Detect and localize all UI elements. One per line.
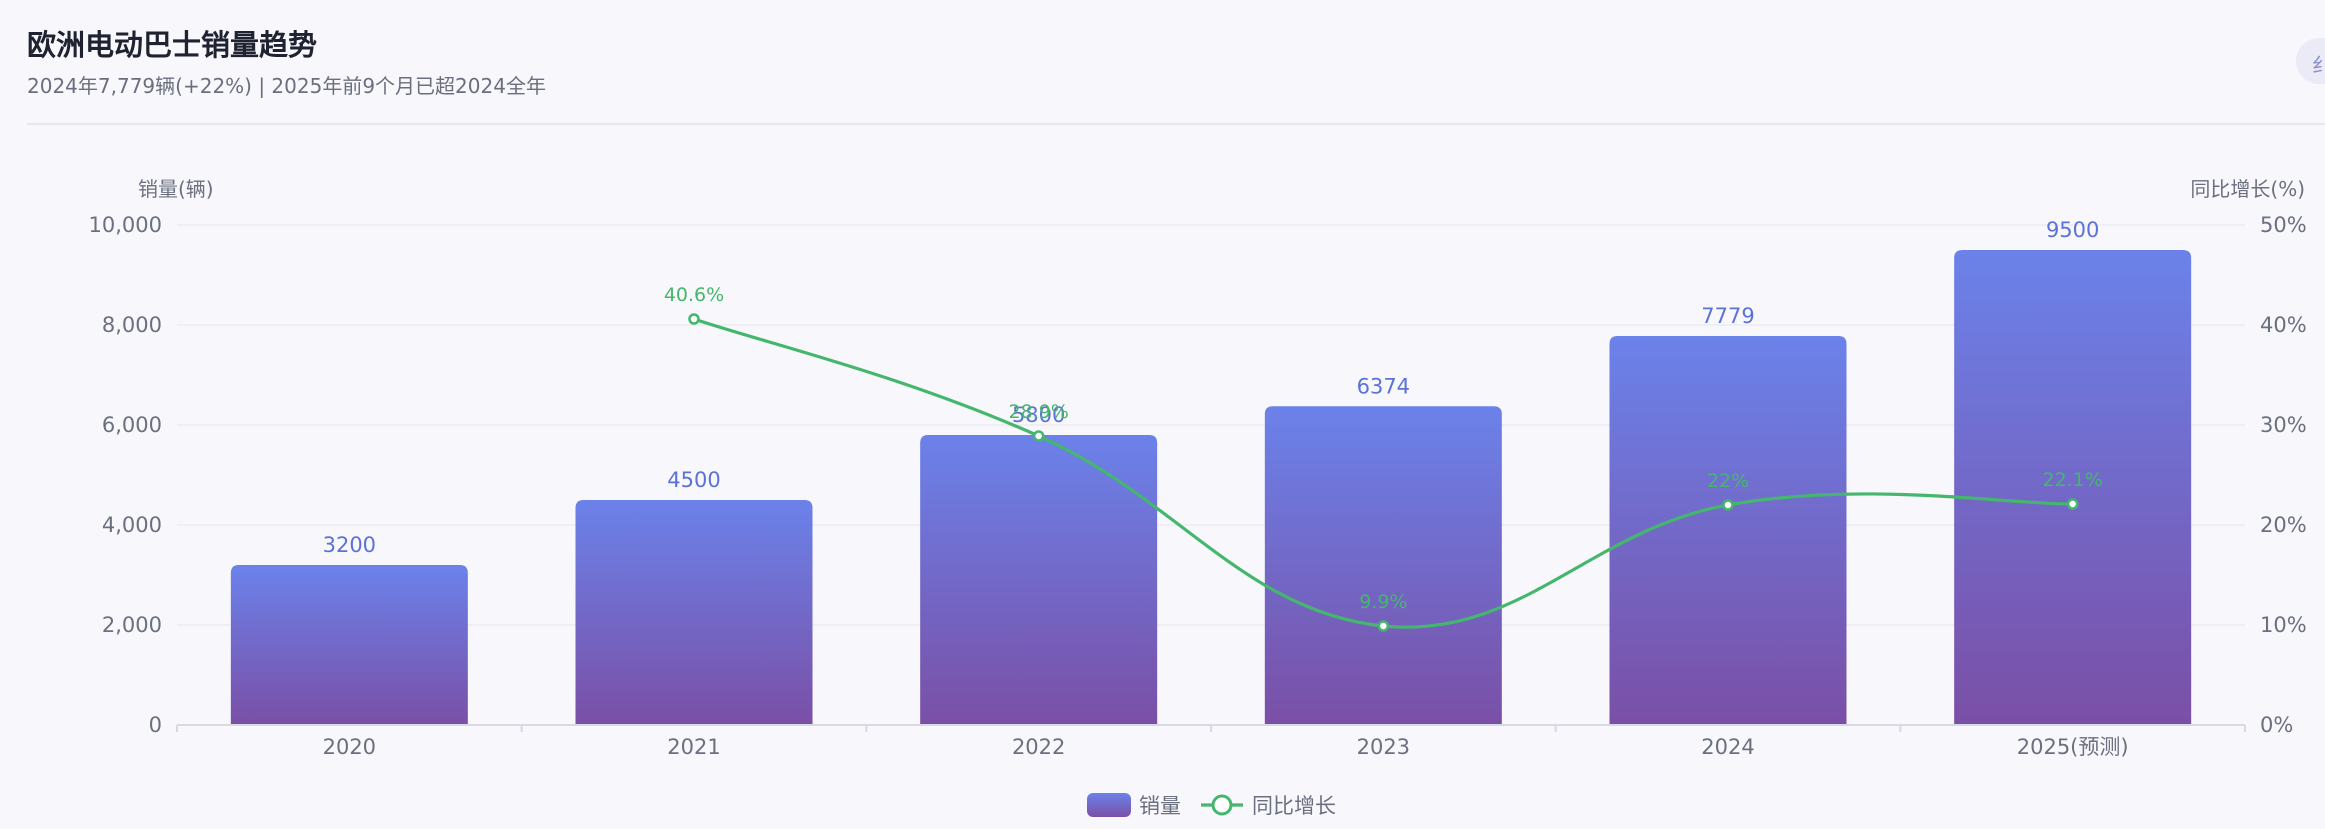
x-tick-label: 2022 [1012, 735, 1065, 759]
y-left-tick-label: 0 [149, 713, 162, 737]
y-left-tick-label: 8,000 [102, 313, 162, 337]
y-left-tick-label: 2,000 [102, 613, 162, 637]
y-right-tick-label: 20% [2260, 513, 2307, 537]
y-left-axis-title: 销量(辆) [138, 177, 214, 201]
legend-label-growth: 同比增长 [1252, 794, 1336, 818]
growth-point-2021 [688, 313, 700, 325]
growth-data-label: 22.1% [2042, 469, 2102, 491]
growth-point-2024 [1722, 499, 1734, 511]
bar-2022 [920, 435, 1158, 725]
y-left-tick-label: 10,000 [89, 213, 162, 237]
x-tick-label: 2025(预测) [2017, 735, 2129, 759]
growth-point-2025(预测) [2066, 498, 2079, 510]
bar-2023 [1264, 406, 1502, 725]
y-right-tick-label: 40% [2260, 313, 2307, 337]
bar-2021 [575, 500, 813, 725]
bar-data-label: 9500 [2046, 218, 2099, 242]
growth-point-2022 [1032, 430, 1045, 442]
legend-line-marker [1211, 794, 1233, 816]
y-right-tick-label: 30% [2260, 413, 2307, 437]
bar-data-label: 4500 [667, 468, 720, 492]
bar-data-label: 3200 [323, 533, 376, 557]
x-tick-label: 2020 [323, 735, 376, 759]
growth-point-2023 [1377, 620, 1390, 632]
chart-subtitle: 2024年7,779辆(+22%) | 2025年前9个月已超2024全年 [27, 74, 546, 98]
bar-data-label: 5800 [1012, 403, 1065, 427]
bar-2024 [1609, 336, 1847, 725]
legend: 销量 同比增长 [1087, 793, 1336, 818]
y-right-tick-label: 10% [2260, 613, 2307, 637]
growth-data-label: 9.9% [1359, 591, 1407, 613]
y-right-tick-label: 50% [2260, 213, 2307, 237]
x-tick-label: 2024 [1701, 735, 1754, 759]
chart-header: 欧洲电动巴士销量趋势 2024年7,779辆(+22%) | 2025年前9个月… [27, 22, 2325, 126]
bar-data-label: 6374 [1357, 374, 1410, 398]
x-tick-label: 2023 [1357, 735, 1410, 759]
y-right-axis-title: 同比增长(%) [2190, 177, 2305, 201]
header-divider [27, 123, 2325, 125]
bar-data-label: 7779 [1701, 304, 1754, 328]
legend-bar-swatch [1087, 793, 1131, 817]
y-right-tick-label: 0% [2260, 713, 2293, 737]
y-left-tick-label: 6,000 [102, 413, 162, 437]
bar-2020 [230, 565, 468, 725]
corner-chip[interactable]: 纟 [2296, 38, 2325, 84]
growth-data-label: 28.9% [1008, 401, 1068, 423]
y-left-tick-label: 4,000 [102, 513, 162, 537]
x-tick-label: 2021 [667, 735, 720, 759]
chart-title: 欧洲电动巴士销量趋势 [27, 28, 318, 62]
bar-2025(预测) [1954, 250, 2192, 725]
growth-data-label: 40.6% [664, 284, 724, 306]
legend-label-sales: 销量 [1139, 794, 1181, 818]
growth-data-label: 22% [1707, 470, 1749, 492]
